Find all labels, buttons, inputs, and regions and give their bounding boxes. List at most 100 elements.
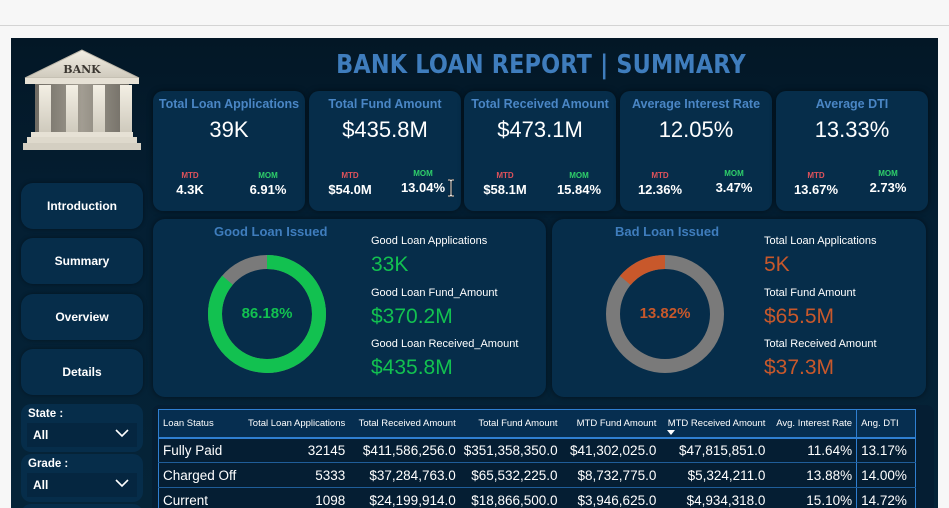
cell-mtd-received-amount: $5,324,211.0 — [660, 462, 770, 488]
col-mtd-fund-amount[interactable]: MTD Fund Amount — [561, 409, 661, 439]
cell-total-received-amount: $37,284,763.0 — [349, 462, 460, 488]
bad-loan-title: Bad Loan Issued — [615, 224, 720, 239]
kpi-value: $435.8M — [342, 117, 428, 142]
cell-mtd-received-amount: $4,934,318.0 — [660, 487, 770, 508]
table-row: Fully Paid 32145 $411,586,256.0 $351,358… — [158, 437, 916, 463]
cell-total-received-amount: $411,586,256.0 — [349, 437, 460, 463]
cell-total-received-amount: $24,199,914.0 — [349, 487, 460, 508]
next-filter-partial — [21, 504, 143, 508]
bad-loan-donut-chart: 13.82% — [604, 253, 726, 375]
chevron-down-icon — [115, 429, 129, 438]
kpi-total-fund-amount: Total Fund Amount $435.8M MTD $54.0M MOM… — [309, 91, 461, 211]
kpi-title: Average Interest Rate — [631, 97, 761, 111]
good-loan-card: Good Loan Issued 86.18% Good Loan Applic… — [153, 219, 546, 397]
good-loan-applications-label: Good Loan Applications — [371, 235, 488, 247]
page-title: BANK LOAN REPORT | SUMMARY — [336, 50, 746, 80]
loan-status-table-container: Loan Status Total Loan Applications Tota… — [152, 405, 934, 508]
col-total-fund-amount[interactable]: Total Fund Amount — [459, 409, 562, 439]
good-loan-donut-chart: 86.18% — [206, 253, 328, 375]
mom-value: 13.04% — [400, 180, 446, 195]
kpi-value: 13.33% — [814, 117, 890, 142]
kpi-mtd: MTD $58.1M — [470, 171, 540, 197]
table-row: Charged Off 5333 $37,284,763.0 $65,532,2… — [158, 462, 916, 488]
kpi-mom: MOM 6.91% — [233, 171, 303, 197]
col-avg-dti[interactable]: Ang. DTI — [856, 409, 916, 439]
bad-loan-received-amount-label: Total Received Amount — [764, 338, 877, 350]
kpi-mtd: MTD 12.36% — [625, 171, 695, 197]
grade-filter-label: Grade : — [28, 458, 69, 470]
state-filter-label: State : — [28, 408, 64, 420]
kpi-mtd: MTD 4.3K — [155, 171, 225, 197]
kpi-total-loan-applications: Total Loan Applications 39K MTD 4.3K MOM… — [153, 91, 305, 211]
cell-total-fund-amount: $18,866,500.0 — [459, 487, 562, 508]
cell-total-fund-amount: $351,358,350.0 — [459, 437, 562, 463]
mom-label: MOM — [569, 171, 589, 180]
cell-avg-dti: 13.17% — [856, 437, 916, 463]
mom-label: MOM — [878, 169, 898, 178]
cell-mtd-fund-amount: $3,946,625.0 — [561, 487, 661, 508]
mtd-label: MTD — [807, 171, 825, 180]
state-dropdown-value: All — [33, 428, 49, 442]
svg-text:BANK: BANK — [63, 63, 101, 76]
kpi-title: Total Fund Amount — [328, 97, 442, 111]
nav-introduction-button[interactable]: Introduction — [21, 183, 143, 229]
kpi-value: 39K — [209, 117, 249, 142]
mtd-label: MTD — [341, 171, 359, 180]
grade-dropdown-value: All — [33, 478, 49, 492]
text-cursor-icon — [448, 179, 454, 197]
bad-loan-applications-label: Total Loan Applications — [764, 235, 877, 247]
col-total-loan-applications[interactable]: Total Loan Applications — [240, 409, 350, 439]
cell-mtd-fund-amount: $8,732,775.0 — [561, 462, 661, 488]
mom-value: 6.91% — [249, 182, 287, 197]
table-row: Current 1098 $24,199,914.0 $18,866,500.0… — [158, 487, 916, 508]
mom-label: MOM — [413, 169, 433, 178]
kpi-mtd: MTD $54.0M — [315, 171, 385, 197]
good-loan-title: Good Loan Issued — [214, 224, 328, 239]
col-avg-interest-rate[interactable]: Avg. Interest Rate — [769, 409, 857, 439]
kpi-mom: MOM 13.04% — [388, 169, 458, 195]
cell-mtd-received-amount: $47,815,851.0 — [660, 437, 770, 463]
mtd-value: $58.1M — [483, 182, 527, 197]
loan-status-table: Loan Status Total Loan Applications Tota… — [158, 409, 916, 508]
cell-avg-dti: 14.00% — [856, 462, 916, 488]
bad-loan-fund-amount-value: $65.5M — [764, 305, 835, 328]
mtd-value: 13.67% — [793, 182, 839, 197]
sort-descending-icon — [667, 429, 676, 435]
cell-avg-interest-rate: 13.88% — [769, 462, 857, 488]
nav-overview-button[interactable]: Overview — [21, 294, 143, 340]
table-header-row: Loan Status Total Loan Applications Tota… — [158, 409, 916, 439]
bad-loan-percent: 13.82% — [639, 305, 691, 322]
kpi-title: Total Received Amount — [471, 97, 609, 111]
kpi-value: $473.1M — [497, 117, 583, 142]
good-loan-percent: 86.18% — [241, 305, 293, 322]
cell-avg-dti: 14.72% — [856, 487, 916, 508]
cell-total-fund-amount: $65,532,225.0 — [459, 462, 562, 488]
mtd-value: 4.3K — [176, 182, 204, 197]
mom-label: MOM — [724, 169, 744, 178]
cell-total-loan-applications: 1098 — [240, 487, 350, 508]
bad-loan-received-amount-value: $37.3M — [764, 356, 835, 379]
grade-dropdown[interactable]: All — [27, 473, 137, 497]
dashboard-canvas: BANK BANK LOAN REPORT | SUMMARY Total Lo… — [11, 38, 938, 508]
cell-mtd-fund-amount: $41,302,025.0 — [561, 437, 661, 463]
state-dropdown[interactable]: All — [27, 423, 137, 447]
cell-total-loan-applications: 32145 — [240, 437, 350, 463]
nav-summary-button[interactable]: Summary — [21, 238, 143, 284]
mom-label: MOM — [258, 171, 278, 180]
cell-loan-status: Charged Off — [158, 462, 241, 488]
cell-avg-interest-rate: 15.10% — [769, 487, 857, 508]
mtd-label: MTD — [181, 171, 199, 180]
bank-logo-icon: BANK — [23, 49, 141, 150]
bad-loan-fund-amount-label: Total Fund Amount — [764, 287, 856, 299]
state-filter: State : All — [21, 404, 143, 452]
col-mtd-received-amount[interactable]: MTD Received Amount — [660, 409, 770, 439]
col-total-received-amount[interactable]: Total Received Amount — [349, 409, 460, 439]
mtd-value: $54.0M — [328, 182, 372, 197]
mtd-label: MTD — [651, 171, 669, 180]
kpi-title: Total Loan Applications — [158, 97, 300, 111]
col-loan-status[interactable]: Loan Status — [158, 409, 241, 439]
nav-details-button[interactable]: Details — [21, 349, 143, 395]
col-mtd-received-amount-label: MTD Received Amount — [667, 417, 766, 429]
kpi-average-dti: Average DTI 13.33% MTD 13.67% MOM 2.73% — [776, 91, 928, 211]
cell-total-loan-applications: 5333 — [240, 462, 350, 488]
